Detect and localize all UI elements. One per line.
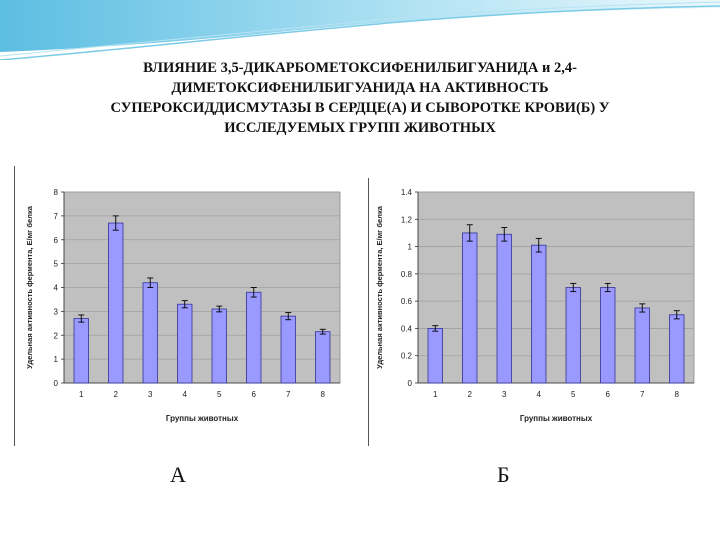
- chart-b-separator: [368, 178, 369, 446]
- chart-a-y-tick-label: 8: [54, 188, 59, 197]
- chart-b-bar: [669, 314, 685, 384]
- chart-b-y-tick-label: 0.4: [401, 324, 413, 333]
- panel-label-b: Б: [497, 462, 510, 487]
- chart-a: 0 1 2 3 4 5 6 7 8 1 2 3 4 5 6 7 8 Группы животных Удельная…: [14, 166, 348, 446]
- chart-a-svg: 0 1 2 3 4 5 6 7 8 1 2 3 4 5 6 7 8 Группы животных Удельная…: [25, 188, 341, 423]
- chart-a-bar: [177, 303, 193, 384]
- chart-b-bar: [496, 233, 512, 384]
- chart-a-y-tick-label: 1: [54, 355, 59, 364]
- chart-b-x-tick-label: 5: [571, 390, 576, 399]
- panel-label-a: А: [170, 462, 186, 487]
- chart-a-x-tick-label: 3: [148, 390, 153, 399]
- chart-a-x-tick-label: 1: [79, 390, 84, 399]
- chart-b-plot-area: [417, 191, 695, 384]
- chart-b-y-tick-label: 0.8: [401, 270, 413, 279]
- chart-a-y-tick-label: 7: [54, 212, 59, 221]
- chart-a-x-tick-label: 8: [321, 390, 326, 399]
- decorative-wave: [0, 0, 720, 60]
- chart-b-y-axis-label: Удельная активность фермента, Е/мг белка: [375, 205, 384, 369]
- chart-b-y-tick-label: 0.6: [401, 297, 413, 306]
- chart-b-x-tick-label: 6: [606, 390, 611, 399]
- slide-title: ВЛИЯНИЕ 3,5-ДИКАРБОМЕТОКСИФЕНИЛБИГУАНИДА…: [110, 60, 610, 136]
- chart-a-x-tick-label: 4: [183, 390, 188, 399]
- chart-a-y-tick-label: 2: [54, 331, 59, 340]
- chart-b-x-tick-label: 1: [433, 390, 438, 399]
- chart-b-x-tick-label: 2: [468, 390, 473, 399]
- chart-a-y-tick-label: 0: [54, 379, 59, 388]
- chart-b-bar: [531, 244, 547, 384]
- chart-b-x-axis-label: Группы животных: [520, 414, 593, 423]
- chart-a-y-axis-label: Удельная активность фермента, Е/мг белка: [25, 205, 34, 369]
- chart-b-y-tick-label: 0.2: [401, 352, 413, 361]
- chart-a-separator: [14, 166, 15, 446]
- chart-b: 0 0.2 0.4 0.6 0.8 1 1.2 1.4 1 2 3 4 5 6 7 8 Группы живот…: [368, 178, 704, 446]
- chart-b-y-tick-label: 1.2: [401, 215, 413, 224]
- chart-a-bar: [73, 318, 89, 384]
- chart-a-bar: [142, 282, 158, 384]
- chart-b-bar: [565, 287, 581, 384]
- chart-a-bar: [280, 315, 296, 384]
- chart-a-x-tick-label: 6: [252, 390, 257, 399]
- chart-a-bar: [108, 222, 124, 384]
- chart-a-y-tick-label: 5: [54, 260, 59, 269]
- chart-b-bar: [600, 287, 616, 384]
- chart-a-x-axis-label: Группы животных: [166, 414, 239, 423]
- chart-b-y-tick-label: 1: [408, 243, 413, 252]
- chart-a-y-tick-label: 6: [54, 236, 59, 245]
- chart-a-y-tick-label: 3: [54, 307, 59, 316]
- chart-b-y-tick-label: 0: [408, 379, 413, 388]
- chart-a-x-tick-label: 5: [217, 390, 222, 399]
- chart-b-x-tick-label: 3: [502, 390, 507, 399]
- chart-b-x-tick-label: 7: [640, 390, 645, 399]
- chart-b-bar: [634, 307, 650, 384]
- chart-a-bar: [246, 291, 262, 384]
- chart-a-x-tick-label: 7: [286, 390, 291, 399]
- chart-a-y-tick-label: 4: [54, 284, 59, 293]
- chart-a-bar: [211, 308, 227, 384]
- chart-b-svg: 0 0.2 0.4 0.6 0.8 1 1.2 1.4 1 2 3 4 5 6 7 8 Группы живот…: [375, 188, 695, 423]
- chart-b-bar: [427, 328, 443, 384]
- chart-b-x-tick-label: 4: [537, 390, 542, 399]
- chart-a-x-tick-label: 2: [114, 390, 119, 399]
- chart-b-y-tick-label: 1.4: [401, 188, 413, 197]
- chart-b-bar: [462, 232, 478, 384]
- chart-b-x-tick-label: 8: [675, 390, 680, 399]
- chart-a-bar: [315, 331, 331, 384]
